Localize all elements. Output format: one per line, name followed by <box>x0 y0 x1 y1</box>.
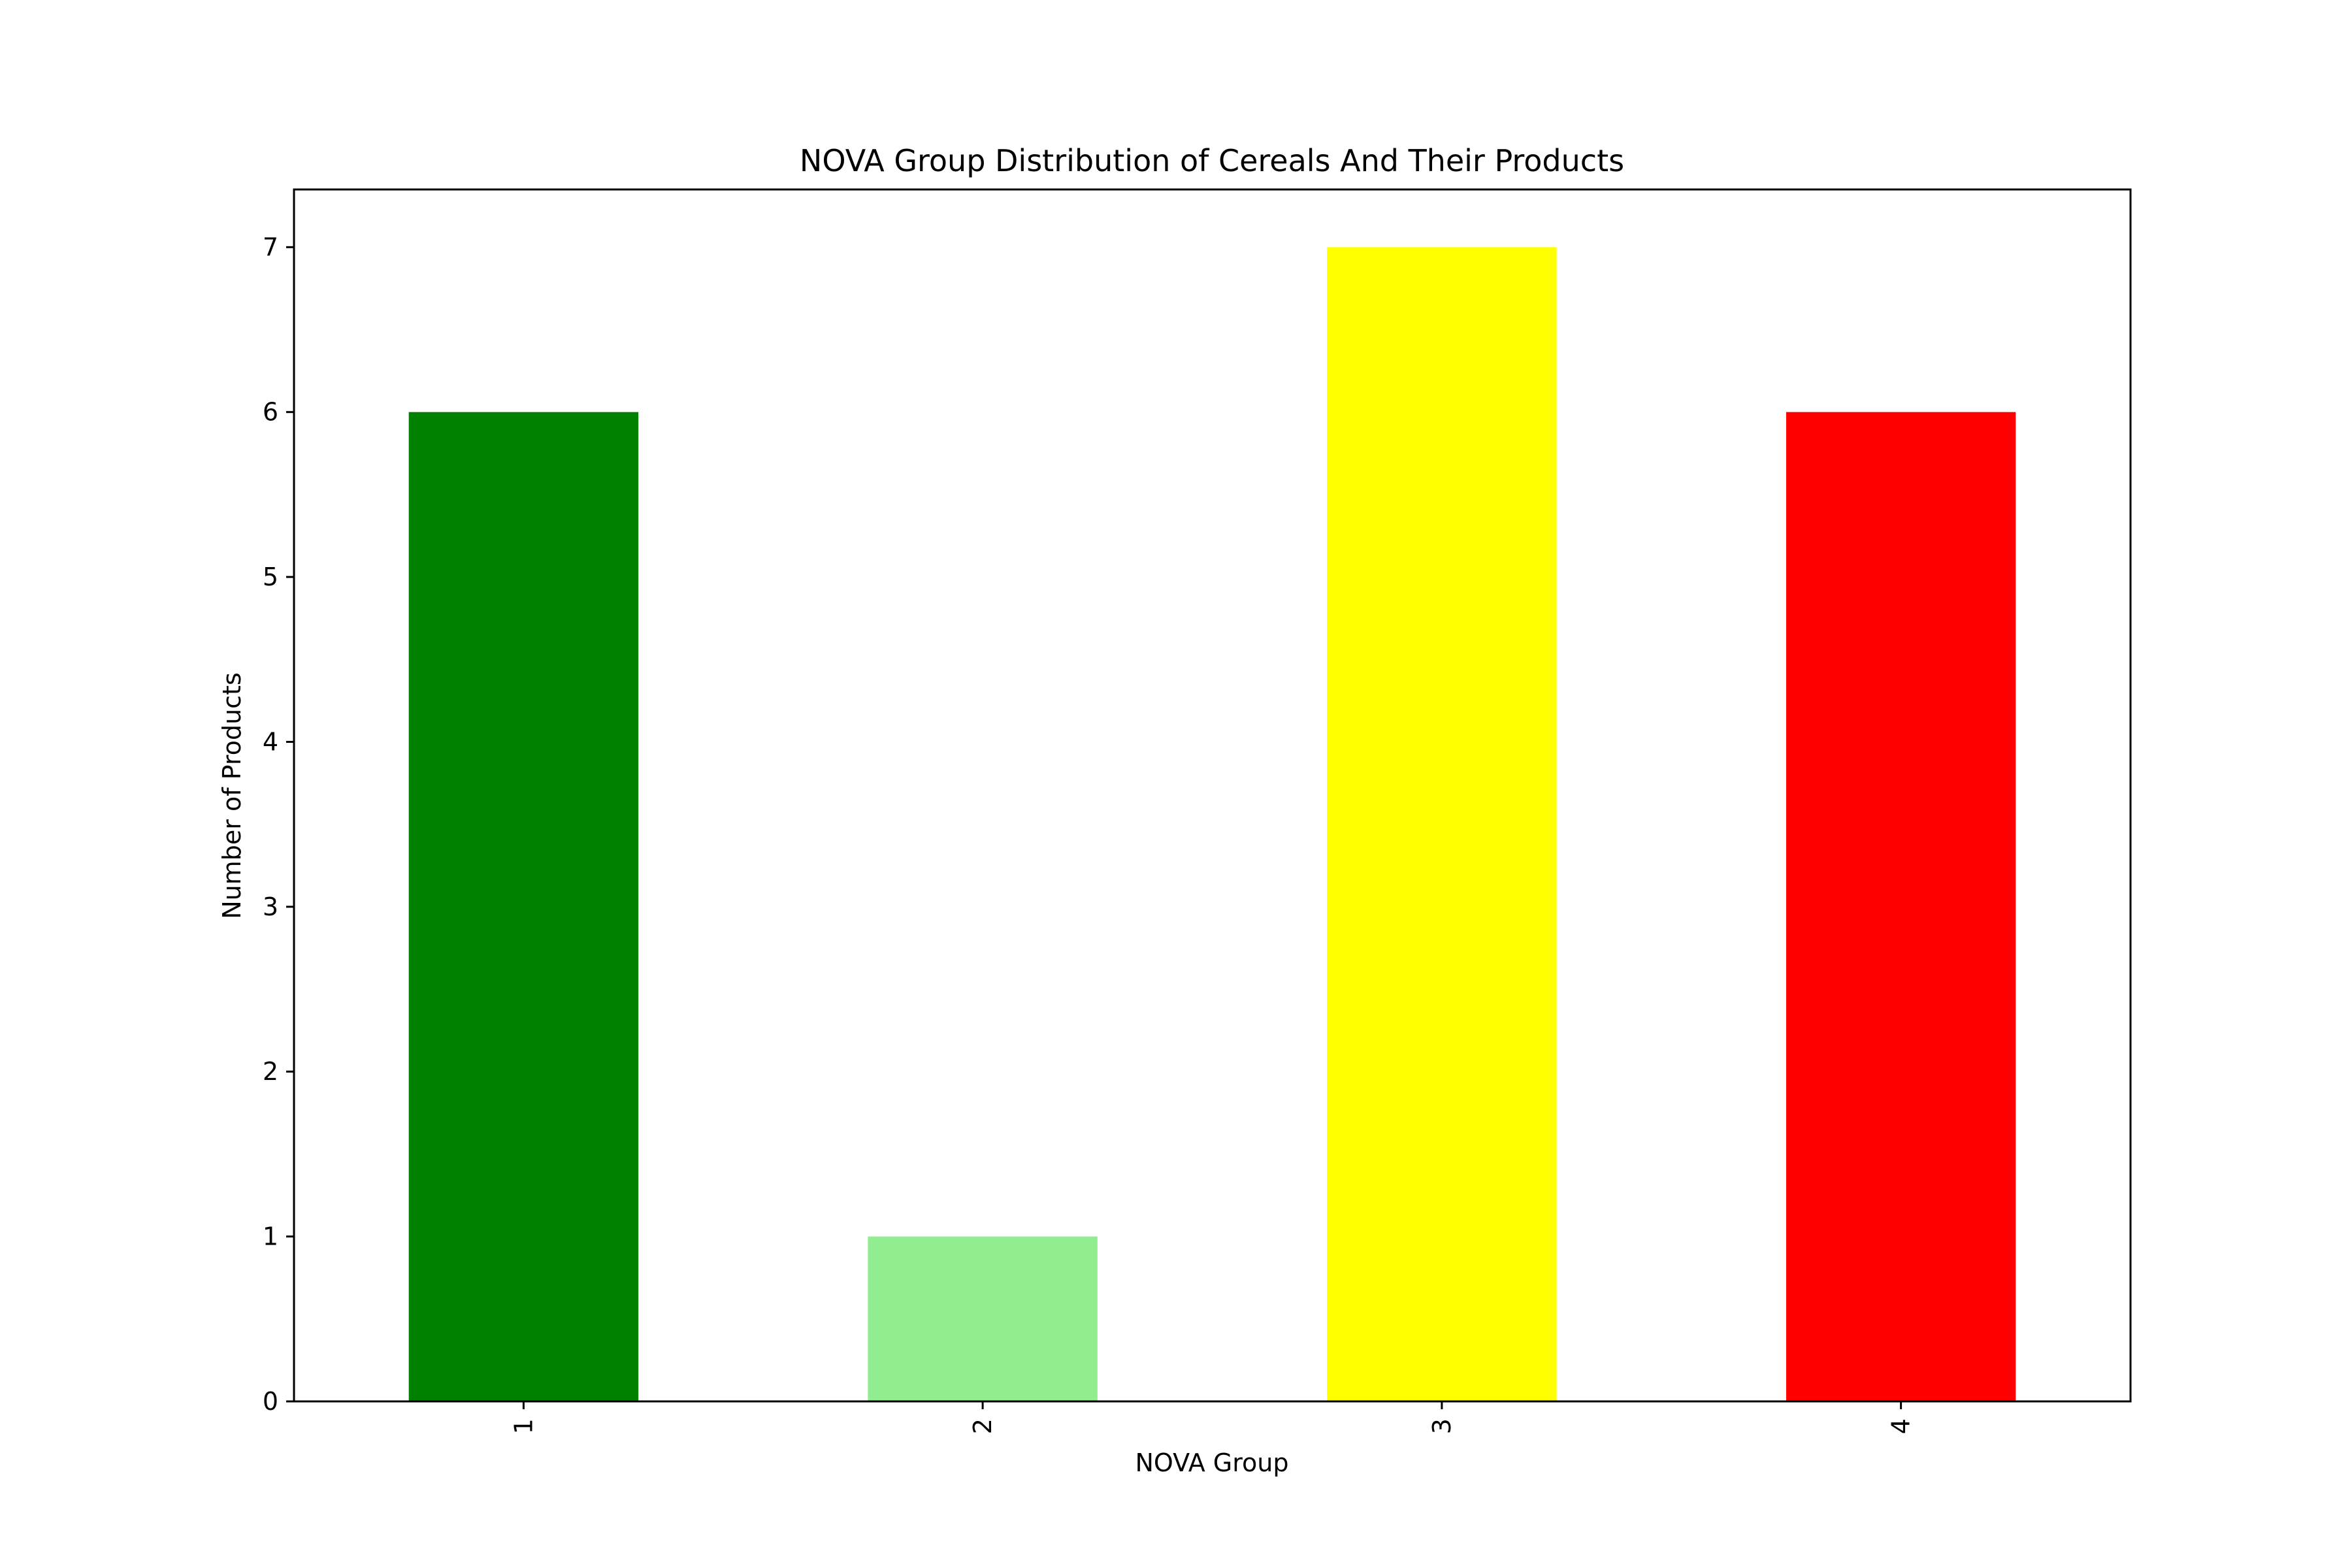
y-tick-label: 6 <box>263 398 278 427</box>
bars-layer <box>408 247 2016 1402</box>
x-axis: 1 2 3 4 <box>509 1401 1916 1434</box>
y-tick-label: 1 <box>263 1222 278 1251</box>
bar-3 <box>1327 247 1557 1401</box>
y-tick-label: 7 <box>263 233 278 261</box>
x-tick-label: 3 <box>1428 1418 1456 1434</box>
plot-frame <box>293 188 2132 1403</box>
y-tick-label: 5 <box>263 563 278 591</box>
x-tick-label: 1 <box>509 1418 538 1434</box>
x-tick-label: 2 <box>968 1418 997 1434</box>
y-axis: 0 1 2 3 4 5 6 7 <box>263 233 294 1416</box>
chart-title: NOVA Group Distribution of Cereals And T… <box>800 143 1624 178</box>
bar-4 <box>1786 412 2016 1402</box>
bar-2 <box>868 1236 1098 1401</box>
bar-1 <box>408 412 639 1402</box>
x-tick-label: 4 <box>1887 1418 1916 1434</box>
y-axis-label: Number of Products <box>218 672 246 919</box>
x-axis-label: NOVA Group <box>1135 1448 1289 1477</box>
y-tick-label: 3 <box>263 892 278 921</box>
y-tick-label: 2 <box>263 1057 278 1086</box>
y-tick-label: 4 <box>263 728 278 757</box>
y-tick-label: 0 <box>263 1387 278 1416</box>
